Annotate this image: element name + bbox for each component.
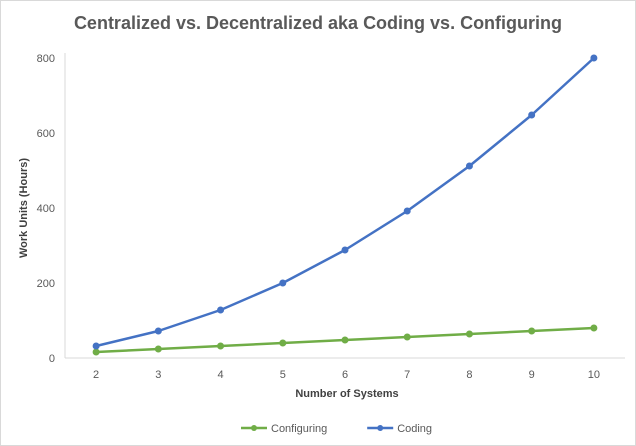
x-tick-label: 9 <box>529 369 535 381</box>
data-point-configuring <box>92 348 100 356</box>
x-tick-label: 4 <box>217 369 223 381</box>
data-point-configuring <box>528 327 536 335</box>
legend: Configuring Coding <box>241 423 432 435</box>
data-point-coding <box>341 246 349 254</box>
data-point-configuring <box>403 333 411 341</box>
legend-marker-coding <box>377 425 384 431</box>
y-tick-label: 200 <box>37 278 55 290</box>
x-tick-label: 2 <box>93 369 99 381</box>
chart-title: Centralized vs. Decentralized aka Coding… <box>74 13 562 33</box>
y-tick-label: 0 <box>49 353 55 365</box>
data-point-coding <box>403 207 411 215</box>
data-point-coding <box>465 162 473 170</box>
x-tick-label: 7 <box>404 369 410 381</box>
data-point-coding <box>528 111 536 119</box>
data-point-configuring <box>341 336 349 344</box>
data-point-configuring <box>217 342 225 350</box>
legend-label-coding: Coding <box>397 423 432 435</box>
legend-marker-configuring <box>251 425 257 431</box>
data-point-coding <box>217 306 225 314</box>
x-tick-label: 6 <box>342 369 348 381</box>
x-axis-title: Number of Systems <box>295 388 398 400</box>
data-point-coding <box>154 327 162 335</box>
series-layer <box>92 54 598 356</box>
data-point-coding <box>590 54 598 62</box>
series-line-coding <box>95 57 595 348</box>
x-tick-label: 5 <box>280 369 286 381</box>
y-tick-label: 400 <box>37 203 55 215</box>
y-tick-label: 800 <box>37 53 55 65</box>
legend-label-configuring: Configuring <box>271 423 327 435</box>
y-tick-label: 600 <box>37 128 55 140</box>
y-axis-title: Work Units (Hours) <box>18 158 30 258</box>
x-tick-labels: 2 3 4 5 6 7 8 9 10 <box>93 369 600 381</box>
data-point-configuring <box>590 324 598 332</box>
data-point-coding <box>279 279 287 287</box>
x-tick-label: 8 <box>466 369 472 381</box>
data-point-coding <box>92 342 100 350</box>
y-tick-labels: 0 200 400 600 800 <box>37 53 55 365</box>
data-point-configuring <box>465 330 473 338</box>
x-tick-label: 3 <box>155 369 161 381</box>
data-point-configuring <box>279 339 287 347</box>
x-tick-label: 10 <box>588 369 600 381</box>
data-point-configuring <box>154 345 162 353</box>
